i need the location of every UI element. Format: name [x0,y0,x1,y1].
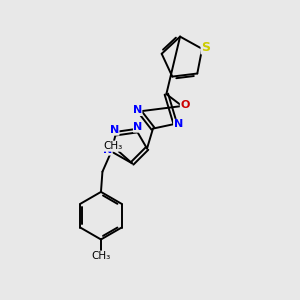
Text: S: S [201,41,210,54]
Text: N: N [134,122,143,132]
Text: CH₃: CH₃ [104,141,123,151]
Text: N: N [110,125,119,135]
Text: N: N [103,145,112,155]
Text: O: O [180,100,190,110]
Text: CH₃: CH₃ [91,251,111,261]
Text: N: N [133,106,142,116]
Text: N: N [174,119,183,129]
